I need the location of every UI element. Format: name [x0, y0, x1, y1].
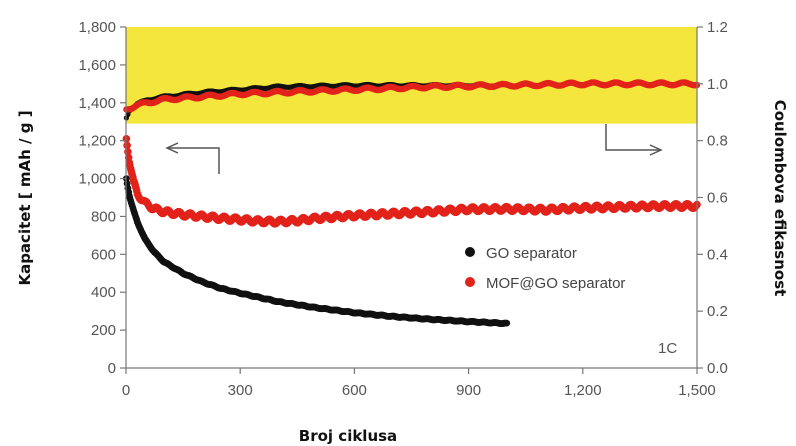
y-tick-label-left: 1,400	[78, 95, 116, 112]
legend-label-go: GO separator	[486, 245, 577, 262]
x-tick-label: 1,200	[564, 382, 602, 399]
x-tick-label: 1,500	[678, 382, 716, 399]
series-mof-go-separator	[122, 135, 701, 228]
y-tick-label-left: 1,600	[78, 57, 116, 74]
legend-marker-mof	[465, 277, 475, 287]
y-tick-label-left: 1,000	[78, 171, 116, 188]
x-axis-label: Broj ciklusa	[299, 427, 397, 445]
y-tick-label-left: 0	[108, 360, 116, 377]
series-go-separator	[123, 175, 511, 327]
y-tick-label-right: 1.0	[707, 76, 728, 93]
y-tick-label-left: 600	[91, 246, 116, 263]
x-tick-label: 900	[456, 382, 481, 399]
y-tick-label-left: 1,200	[78, 133, 116, 150]
y-tick-label-right: 1.2	[707, 19, 728, 36]
y-tick-label-left: 1,800	[78, 19, 116, 36]
y-tick-label-right: 0.4	[707, 246, 728, 263]
legend-marker-go	[465, 247, 475, 257]
x-tick-label: 600	[342, 382, 367, 399]
ticks-layer: 0 300 600 900 1,200 1,500 0 200 400 600 800 1,000 1,…	[78, 19, 727, 399]
legend: GO separator MOF@GO separator	[465, 245, 625, 292]
y-axis-label-left: Kapacitet [ mAh / g ]	[16, 110, 34, 285]
y-tick-label-right: 0.6	[707, 190, 728, 207]
x-tick-label: 300	[228, 382, 253, 399]
series-mof-go-separator-efficiency	[123, 79, 701, 113]
legend-label-mof: MOF@GO separator	[486, 275, 625, 292]
y-tick-label-right: 0.0	[707, 360, 728, 377]
y-axis-label-right: Coulombova efikasnost	[771, 100, 789, 297]
y-tick-label-right: 0.8	[707, 133, 728, 150]
y-tick-label-left: 800	[91, 208, 116, 225]
x-tick-label: 0	[122, 382, 130, 399]
right-axis-arrow	[605, 124, 663, 156]
y-tick-label-left: 200	[91, 322, 116, 339]
rate-annotation: 1C	[658, 340, 677, 357]
data-point	[503, 319, 511, 327]
series-layer	[122, 79, 701, 327]
y-tick-label-right: 0.2	[707, 303, 728, 320]
efficiency-band	[126, 27, 697, 124]
data-point	[123, 141, 131, 150]
left-axis-arrow	[165, 142, 220, 174]
y-tick-label-left: 400	[91, 284, 116, 301]
